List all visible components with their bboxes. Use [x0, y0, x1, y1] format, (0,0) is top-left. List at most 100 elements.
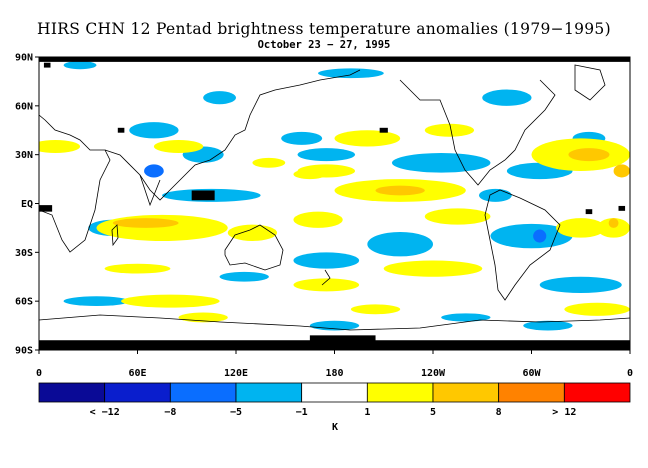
y-tick-label: 60N: [15, 101, 33, 112]
anomaly-region: [63, 61, 97, 70]
colorbar: < −12 −8 −5 −1 1 5 8 > 12: [38, 382, 631, 418]
anomaly-region: [293, 211, 343, 228]
x-tick-label: 60W: [522, 368, 541, 379]
anomaly-region: [424, 208, 491, 225]
anomaly-region: [597, 218, 630, 238]
missing-data-region: [585, 209, 593, 215]
colorbar-label: < −12: [90, 407, 120, 418]
colorbar-swatch: [432, 382, 500, 403]
colorbar-label: 5: [430, 407, 436, 418]
anomaly-region: [281, 131, 323, 145]
chart-title: HIRS CHN 12 Pentad brightness temperatur…: [37, 20, 611, 38]
missing-data-region: [618, 205, 626, 211]
colorbar-label: 1: [364, 407, 370, 418]
anomaly-region: [112, 218, 179, 228]
anomaly-region: [568, 148, 610, 162]
anomaly-region: [318, 68, 384, 79]
coastlines: [39, 64, 630, 331]
anomaly-region: [129, 122, 179, 139]
anomaly-region: [39, 140, 81, 154]
missing-data-region: [43, 62, 51, 68]
anomaly-field: [39, 57, 630, 350]
anomaly-region: [203, 91, 236, 105]
coastline-north-america: [399, 79, 556, 186]
colorbar-label: −1: [296, 407, 308, 418]
anomaly-region: [297, 164, 356, 178]
coastline-greenland: [574, 64, 606, 101]
map-background: [39, 57, 630, 350]
anomaly-region: [63, 296, 130, 307]
y-tick-label: 90N: [15, 53, 33, 64]
colorbar-swatch: [169, 382, 237, 403]
anomaly-region: [441, 313, 491, 322]
x-tick-label: 0: [36, 368, 42, 379]
anomaly-region: [523, 320, 573, 331]
y-tick-label: EQ: [21, 199, 33, 210]
coastline-europe-africa: [39, 114, 111, 253]
missing-data-region: [117, 127, 125, 133]
x-tick-label: 180: [325, 368, 343, 379]
anomaly-region: [96, 214, 228, 241]
x-tick-label: 60E: [128, 368, 146, 379]
x-tick-label: 120W: [421, 368, 446, 379]
coastline-india: [139, 174, 161, 207]
anomaly-region: [564, 302, 630, 316]
colorbar-swatch: [235, 382, 303, 403]
colorbar-label: > 12: [552, 407, 576, 418]
colorbar-label: −5: [230, 407, 242, 418]
y-tick-label: 30S: [15, 248, 33, 259]
missing-data-region: [39, 205, 53, 212]
anomaly-region: [608, 218, 619, 228]
anomaly-region: [252, 157, 286, 168]
anomaly-region: [367, 231, 433, 257]
x-tick-label: 0: [627, 368, 633, 379]
y-tick-label: 30N: [15, 150, 33, 161]
coastline-south-america: [484, 189, 561, 301]
anomaly-region: [375, 185, 425, 196]
colorbar-unit-label: K: [332, 422, 338, 433]
colorbar-swatch: [104, 382, 171, 403]
y-tick-label: 90S: [15, 346, 33, 357]
x-axis: 0 60E 120E 180 120W 60W 0: [36, 350, 633, 379]
anomaly-region: [293, 252, 360, 269]
anomaly-region: [153, 140, 204, 154]
anomaly-region: [482, 89, 532, 106]
anomaly-region: [539, 276, 622, 294]
missing-data-region: [379, 127, 388, 133]
coastline-asia: [104, 69, 361, 201]
anomaly-region: [350, 304, 401, 315]
chart-subtitle: October 23 − 27, 1995: [257, 39, 391, 51]
colorbar-swatch: [301, 382, 368, 403]
anomaly-region: [490, 223, 573, 249]
anomaly-region: [391, 153, 491, 173]
colorbar-label: −8: [164, 407, 176, 418]
y-tick-label: 60S: [15, 297, 33, 308]
anomaly-region: [227, 224, 278, 241]
missing-data-region: [191, 190, 215, 201]
anomaly-region: [478, 188, 512, 202]
colorbar-swatch: [38, 382, 106, 403]
anomaly-region: [104, 263, 171, 274]
anomaly-region: [219, 271, 269, 282]
anomaly-region: [383, 260, 483, 277]
missing-data-region: [39, 340, 630, 350]
colorbar-swatch: [563, 382, 631, 403]
anomaly-region: [533, 229, 547, 243]
missing-data-region: [39, 57, 630, 62]
coastline-madagascar: [111, 224, 119, 247]
x-tick-label: 120E: [224, 368, 248, 379]
anomaly-region: [293, 278, 360, 292]
anomaly-region: [334, 130, 401, 147]
coastline-new-zealand: [321, 269, 331, 286]
coastline-australia: [224, 224, 284, 271]
colorbar-swatch: [366, 382, 434, 403]
y-axis: 90N 60N 30N EQ 30S 60S 90S: [15, 53, 39, 357]
anomaly-region: [297, 148, 356, 162]
coastline-antarctica: [39, 314, 630, 331]
anomaly-region: [424, 123, 475, 137]
colorbar-label: 8: [496, 407, 502, 418]
anomaly-region: [556, 218, 606, 238]
anomaly-region: [121, 294, 220, 308]
anomaly-region: [144, 164, 164, 178]
anomaly-region: [613, 164, 630, 178]
